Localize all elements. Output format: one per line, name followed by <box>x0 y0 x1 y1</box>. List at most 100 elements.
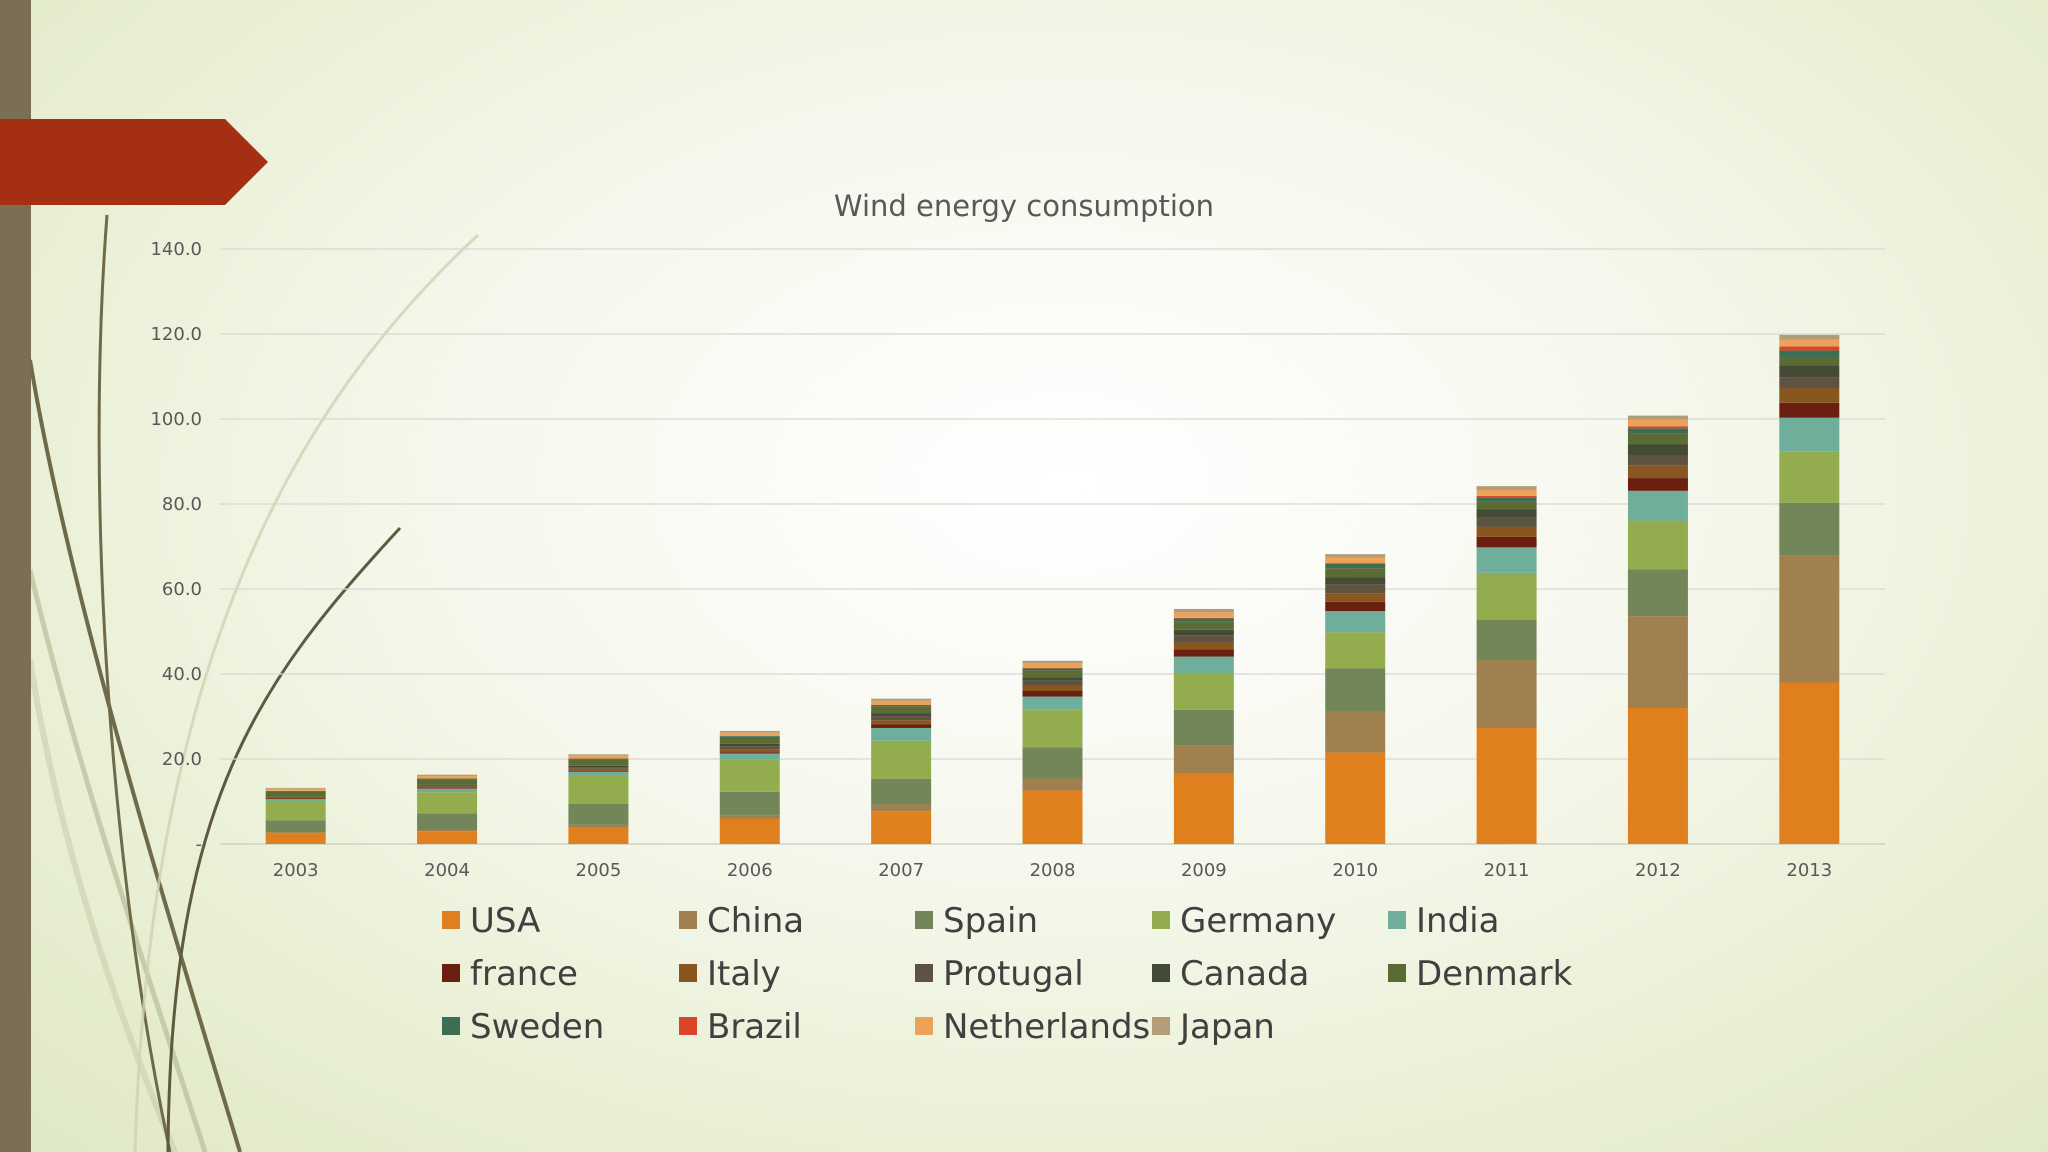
bar-segment <box>1022 677 1083 681</box>
bar-segment <box>1779 356 1840 366</box>
legend-item: Brazil <box>679 1007 802 1047</box>
x-tick-label: 2013 <box>1786 860 1832 881</box>
bar-segment <box>1325 568 1386 578</box>
bar-segment <box>719 815 780 819</box>
legend-item: Canada <box>1152 954 1309 994</box>
legend-item: Protugal <box>915 954 1084 994</box>
bar-segment <box>871 724 932 728</box>
legend-item: USA <box>442 901 540 941</box>
legend-item: Denmark <box>1388 954 1573 994</box>
bar-segment <box>568 758 629 760</box>
bar-segment <box>1325 563 1386 569</box>
bar-segment <box>1173 629 1234 636</box>
legend-item: Italy <box>679 954 781 994</box>
bar-segment <box>417 788 478 789</box>
bar-segment <box>265 797 326 799</box>
x-tick-label: 2005 <box>576 860 622 881</box>
bar-segment <box>1779 682 1840 844</box>
decorative-curve <box>27 659 178 1152</box>
bar-segment <box>871 716 932 721</box>
bar-segment <box>1173 649 1234 657</box>
y-axis: - 20.0 40.0 60.0 80.0 100.0 120.0 140.0 <box>150 239 202 855</box>
bar-segment <box>1173 745 1234 774</box>
bar-segment <box>1476 526 1537 537</box>
bar-segment <box>1779 402 1840 418</box>
bar-segment <box>1627 455 1688 466</box>
bar-segment <box>1325 557 1386 564</box>
x-tick-label: 2008 <box>1030 860 1076 881</box>
bar-segment <box>719 818 780 844</box>
bar-segment <box>1022 778 1083 791</box>
x-tick-label: 2010 <box>1332 860 1378 881</box>
bar-segment <box>568 759 629 766</box>
legend-swatch <box>679 964 697 982</box>
legend-item: Japan <box>1152 1007 1275 1047</box>
bar-segment <box>265 791 326 797</box>
legend-item: Spain <box>915 901 1038 941</box>
bar-segment <box>1627 426 1688 429</box>
legend-label: Netherlands <box>943 1007 1150 1047</box>
bar-segment <box>1476 536 1537 548</box>
bar-segment <box>1476 501 1537 510</box>
bar-segment <box>1325 563 1386 564</box>
bar-segment <box>265 801 326 821</box>
legend-label: Brazil <box>707 1007 802 1047</box>
bar-segment <box>417 776 478 779</box>
legend-label: Canada <box>1180 954 1309 994</box>
bar-segment <box>1627 415 1688 420</box>
title-ribbon <box>0 119 268 205</box>
bar-stack-2004 <box>417 774 478 844</box>
bar-segment <box>719 791 780 816</box>
x-tick-label: 2007 <box>878 860 924 881</box>
decorative-curve <box>28 359 242 1152</box>
y-tick-label: 20.0 <box>162 749 202 770</box>
bar-segment <box>417 774 478 776</box>
bar-segment <box>1022 790 1083 844</box>
bar-stack-2009 <box>1173 608 1234 844</box>
legend-swatch <box>679 1017 697 1035</box>
bar-segment <box>719 736 780 737</box>
bar-stack-2003 <box>265 787 326 844</box>
bar-segment <box>719 753 780 760</box>
y-tick-label: 120.0 <box>150 324 202 345</box>
bar-segment <box>1325 710 1386 753</box>
bar-segment <box>1325 554 1386 558</box>
bar-segment <box>265 790 326 792</box>
bar-segment <box>417 813 478 830</box>
bar-segment <box>568 824 629 827</box>
bar-segment <box>568 803 629 825</box>
legend-label: Italy <box>707 954 781 994</box>
bar-segment <box>1476 517 1537 527</box>
bar-stack-2007 <box>871 698 932 844</box>
bar-segment <box>1627 444 1688 456</box>
legend-swatch <box>1152 1017 1170 1035</box>
bar-segment <box>719 752 780 754</box>
bar-stack-2013 <box>1779 334 1840 844</box>
bar-stack-2012 <box>1627 415 1688 844</box>
bar-segment <box>1476 486 1537 490</box>
bar-segment <box>1627 569 1688 617</box>
bar-stack-2006 <box>719 730 780 844</box>
y-tick-label: 140.0 <box>150 239 202 260</box>
bar-segment <box>265 832 326 834</box>
bar-segment <box>1476 659 1537 728</box>
decorative-curve <box>166 526 402 1152</box>
bar-segment <box>417 786 478 789</box>
bar-segment <box>1173 773 1234 844</box>
legend-swatch <box>442 964 460 982</box>
x-axis: 2003 2004 2005 2006 2007 2008 2009 2010 2011 2012… <box>273 860 1832 881</box>
bar-segment <box>1022 680 1083 686</box>
bar-segment <box>1173 618 1234 622</box>
bar-segment <box>568 768 629 771</box>
x-tick-label: 2004 <box>424 860 470 881</box>
bar-segment <box>1022 668 1083 671</box>
bar-segment <box>1173 608 1234 613</box>
bar-segment <box>1325 584 1386 594</box>
bar-segment <box>265 787 326 789</box>
bar-segment <box>1022 660 1083 664</box>
bar-segment <box>1627 708 1688 844</box>
bar-stack-2005 <box>568 754 629 844</box>
bar-segment <box>1325 593 1386 602</box>
bar-segment <box>871 705 932 707</box>
